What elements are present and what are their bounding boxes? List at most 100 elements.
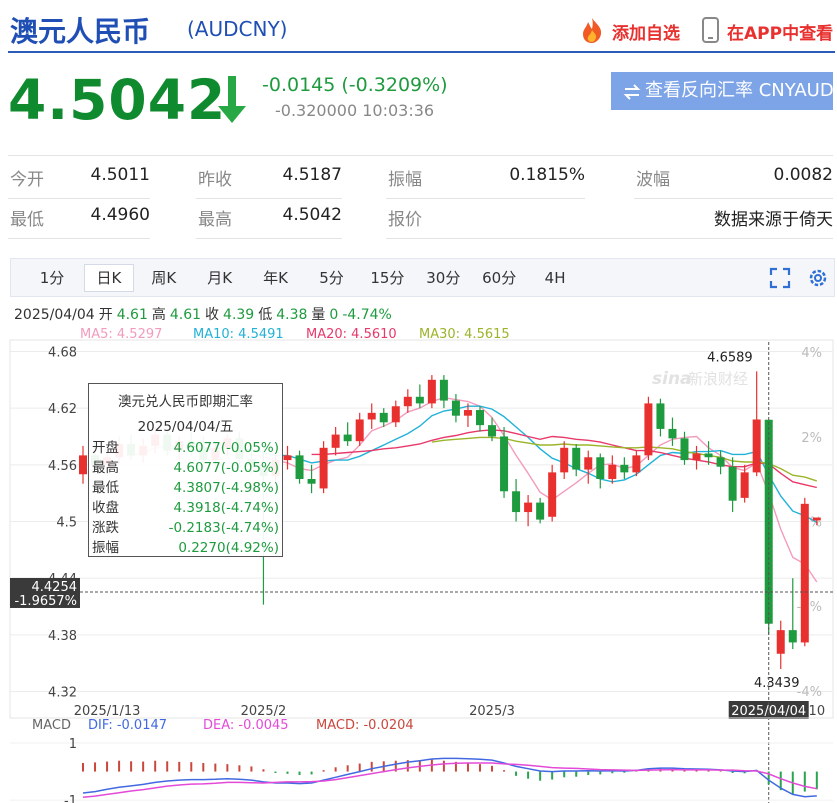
stat-label: 最高 bbox=[198, 210, 232, 230]
tooltip-value: -0.2183(-4.74%) bbox=[168, 520, 279, 536]
candle-body bbox=[608, 464, 617, 479]
candle-body bbox=[812, 517, 821, 521]
info-value: 4.39 bbox=[223, 307, 255, 323]
macd-bar bbox=[599, 771, 602, 775]
tab[interactable]: 5分 bbox=[319, 269, 344, 287]
candle-body bbox=[740, 472, 749, 498]
macd-bar bbox=[731, 771, 734, 773]
macd-bar bbox=[310, 771, 313, 775]
tooltip-value: 4.6077(-0.05%) bbox=[173, 460, 279, 476]
macd-bar bbox=[154, 760, 157, 772]
legend-entry: MACD: -0.0204 bbox=[316, 718, 414, 733]
candle-body bbox=[488, 425, 497, 437]
info-label: 低 bbox=[258, 307, 273, 323]
macd-bar bbox=[491, 765, 494, 772]
macd-bar bbox=[262, 769, 265, 772]
macd-bar bbox=[226, 764, 229, 772]
candle-body bbox=[572, 447, 581, 470]
y-tick-label: 4.5 bbox=[56, 516, 77, 531]
candle-body bbox=[656, 403, 665, 429]
legend-entry: MA5: 4.5297 bbox=[80, 327, 162, 342]
tab-bar: 1分 日K 周K 月K 年K 5分 15分 30分 60分 4H bbox=[10, 258, 835, 297]
tooltip-row: 开盘 4.6077(-0.05%) bbox=[89, 438, 282, 458]
candle-body bbox=[800, 503, 809, 643]
tooltip-label: 最高 bbox=[92, 460, 119, 476]
tooltip-row: 涨跌 -0.2183(-4.74%) bbox=[89, 518, 282, 538]
watermark-text: 新浪财经 bbox=[688, 370, 748, 388]
macd-bar bbox=[587, 771, 590, 775]
change-detail: -0.320000 10:03:36 bbox=[275, 101, 435, 120]
candle-body bbox=[548, 472, 557, 517]
tab[interactable]: 年K bbox=[263, 269, 289, 287]
y-tick-label: -1 bbox=[64, 794, 77, 803]
macd-bar bbox=[779, 771, 782, 791]
fire-icon[interactable] bbox=[578, 16, 606, 44]
phone-icon[interactable] bbox=[701, 16, 721, 44]
macd-bar bbox=[563, 771, 566, 778]
y2-tick-label: 4% bbox=[801, 346, 822, 361]
tab[interactable]: 日K bbox=[83, 264, 134, 292]
tooltip-label: 收盘 bbox=[92, 500, 119, 516]
info-label: 开 bbox=[98, 307, 113, 323]
candle-body bbox=[560, 447, 569, 473]
down-arrow bbox=[218, 76, 246, 123]
crosshair-y-label: 4.4254 bbox=[32, 580, 78, 595]
settings-icon[interactable] bbox=[806, 266, 830, 290]
stat-rule bbox=[196, 198, 342, 199]
table-rule bbox=[8, 155, 833, 156]
change: -0.0145 (-0.3209%) bbox=[262, 74, 448, 96]
info-label: 收 bbox=[205, 307, 220, 323]
candle-body bbox=[367, 412, 376, 420]
candle-body bbox=[355, 419, 364, 442]
macd-bar bbox=[370, 761, 373, 772]
add-watchlist[interactable]: 添加自选 bbox=[612, 24, 680, 44]
y-tick-label: 4.68 bbox=[48, 345, 77, 360]
tab[interactable]: 1分 bbox=[39, 269, 65, 287]
x-tick-label: 2025/04/04 bbox=[731, 704, 806, 719]
macd-bar bbox=[707, 770, 710, 772]
fullscreen-icon[interactable] bbox=[769, 267, 791, 289]
tooltip-value: 4.3918(-4.74%) bbox=[173, 500, 279, 516]
legend-entry: MA20: 4.5610 bbox=[306, 327, 397, 342]
candle-body bbox=[596, 457, 605, 479]
candle-body bbox=[379, 412, 388, 423]
tooltip-label: 振幅 bbox=[92, 540, 119, 556]
macd-bar bbox=[551, 771, 554, 780]
macd-title: MACD bbox=[32, 718, 71, 733]
macd-bar bbox=[815, 771, 818, 790]
stat-label: 波幅 bbox=[636, 170, 670, 190]
view-in-app[interactable]: 在APP中查看 bbox=[727, 24, 834, 44]
legend-entry: DEA: -0.0045 bbox=[203, 718, 289, 733]
tooltip-label: 最低 bbox=[92, 480, 119, 496]
reverse-rate-button[interactable]: 查看反向汇率 CNYAUD bbox=[611, 72, 834, 110]
tooltip: 澳元兑人民币即期汇率 2025/04/04/五 开盘 4.6077(-0.05%)… bbox=[88, 383, 283, 557]
info-value: 4.61 bbox=[169, 307, 202, 323]
candle-body bbox=[295, 455, 304, 479]
tooltip-value: 4.3807(-4.98%) bbox=[173, 480, 279, 496]
macd-bar bbox=[743, 771, 746, 774]
tab[interactable]: 4H bbox=[544, 269, 566, 287]
macd-bar bbox=[190, 762, 193, 772]
tab[interactable]: 15分 bbox=[370, 269, 405, 287]
macd-bar bbox=[298, 771, 301, 775]
tab[interactable]: 月K bbox=[207, 269, 233, 287]
tab[interactable]: 周K bbox=[151, 269, 177, 287]
ma-line bbox=[191, 405, 818, 524]
x-tick-label: 2025/3 bbox=[469, 704, 515, 719]
candle-body bbox=[788, 630, 797, 643]
candle-body bbox=[752, 419, 761, 473]
macd-bar bbox=[515, 771, 518, 776]
ohlc-info: 2025/04/04 开 4.61 高 4.61 收 4.39 低 4.38 量 0 -4.74% bbox=[14, 304, 396, 324]
tab[interactable]: 60分 bbox=[482, 269, 517, 287]
candle-body bbox=[463, 410, 472, 416]
stat-label: 今开 bbox=[10, 170, 44, 190]
candle-body bbox=[524, 502, 533, 513]
info-label: 高 bbox=[151, 307, 166, 323]
macd-bar bbox=[695, 769, 698, 772]
stat-rule bbox=[386, 238, 833, 239]
tab[interactable]: 30分 bbox=[426, 269, 461, 287]
candle-body bbox=[307, 478, 316, 484]
y-tick-label: 1 bbox=[69, 737, 77, 752]
x-tick-label: 10 bbox=[809, 704, 826, 719]
candle-body bbox=[415, 396, 424, 404]
